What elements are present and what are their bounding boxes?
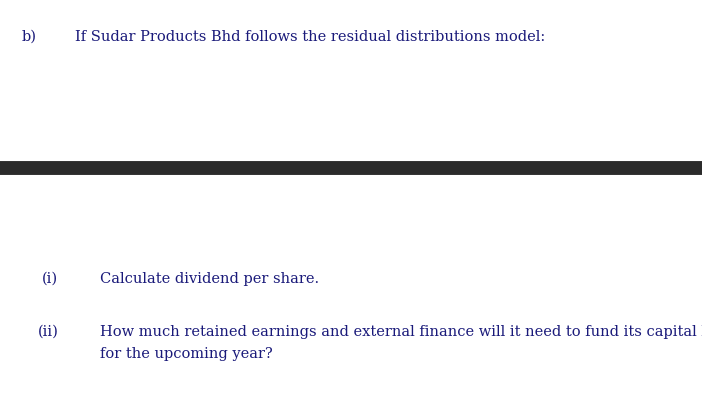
Text: b): b) xyxy=(22,30,37,44)
Text: How much retained earnings and external finance will it need to fund its capital: How much retained earnings and external … xyxy=(100,325,702,339)
Text: If Sudar Products Bhd follows the residual distributions model:: If Sudar Products Bhd follows the residu… xyxy=(75,30,545,44)
Text: Calculate dividend per share.: Calculate dividend per share. xyxy=(100,272,319,286)
Text: (i): (i) xyxy=(42,272,58,286)
Text: (ii): (ii) xyxy=(38,325,59,339)
Text: for the upcoming year?: for the upcoming year? xyxy=(100,347,273,361)
